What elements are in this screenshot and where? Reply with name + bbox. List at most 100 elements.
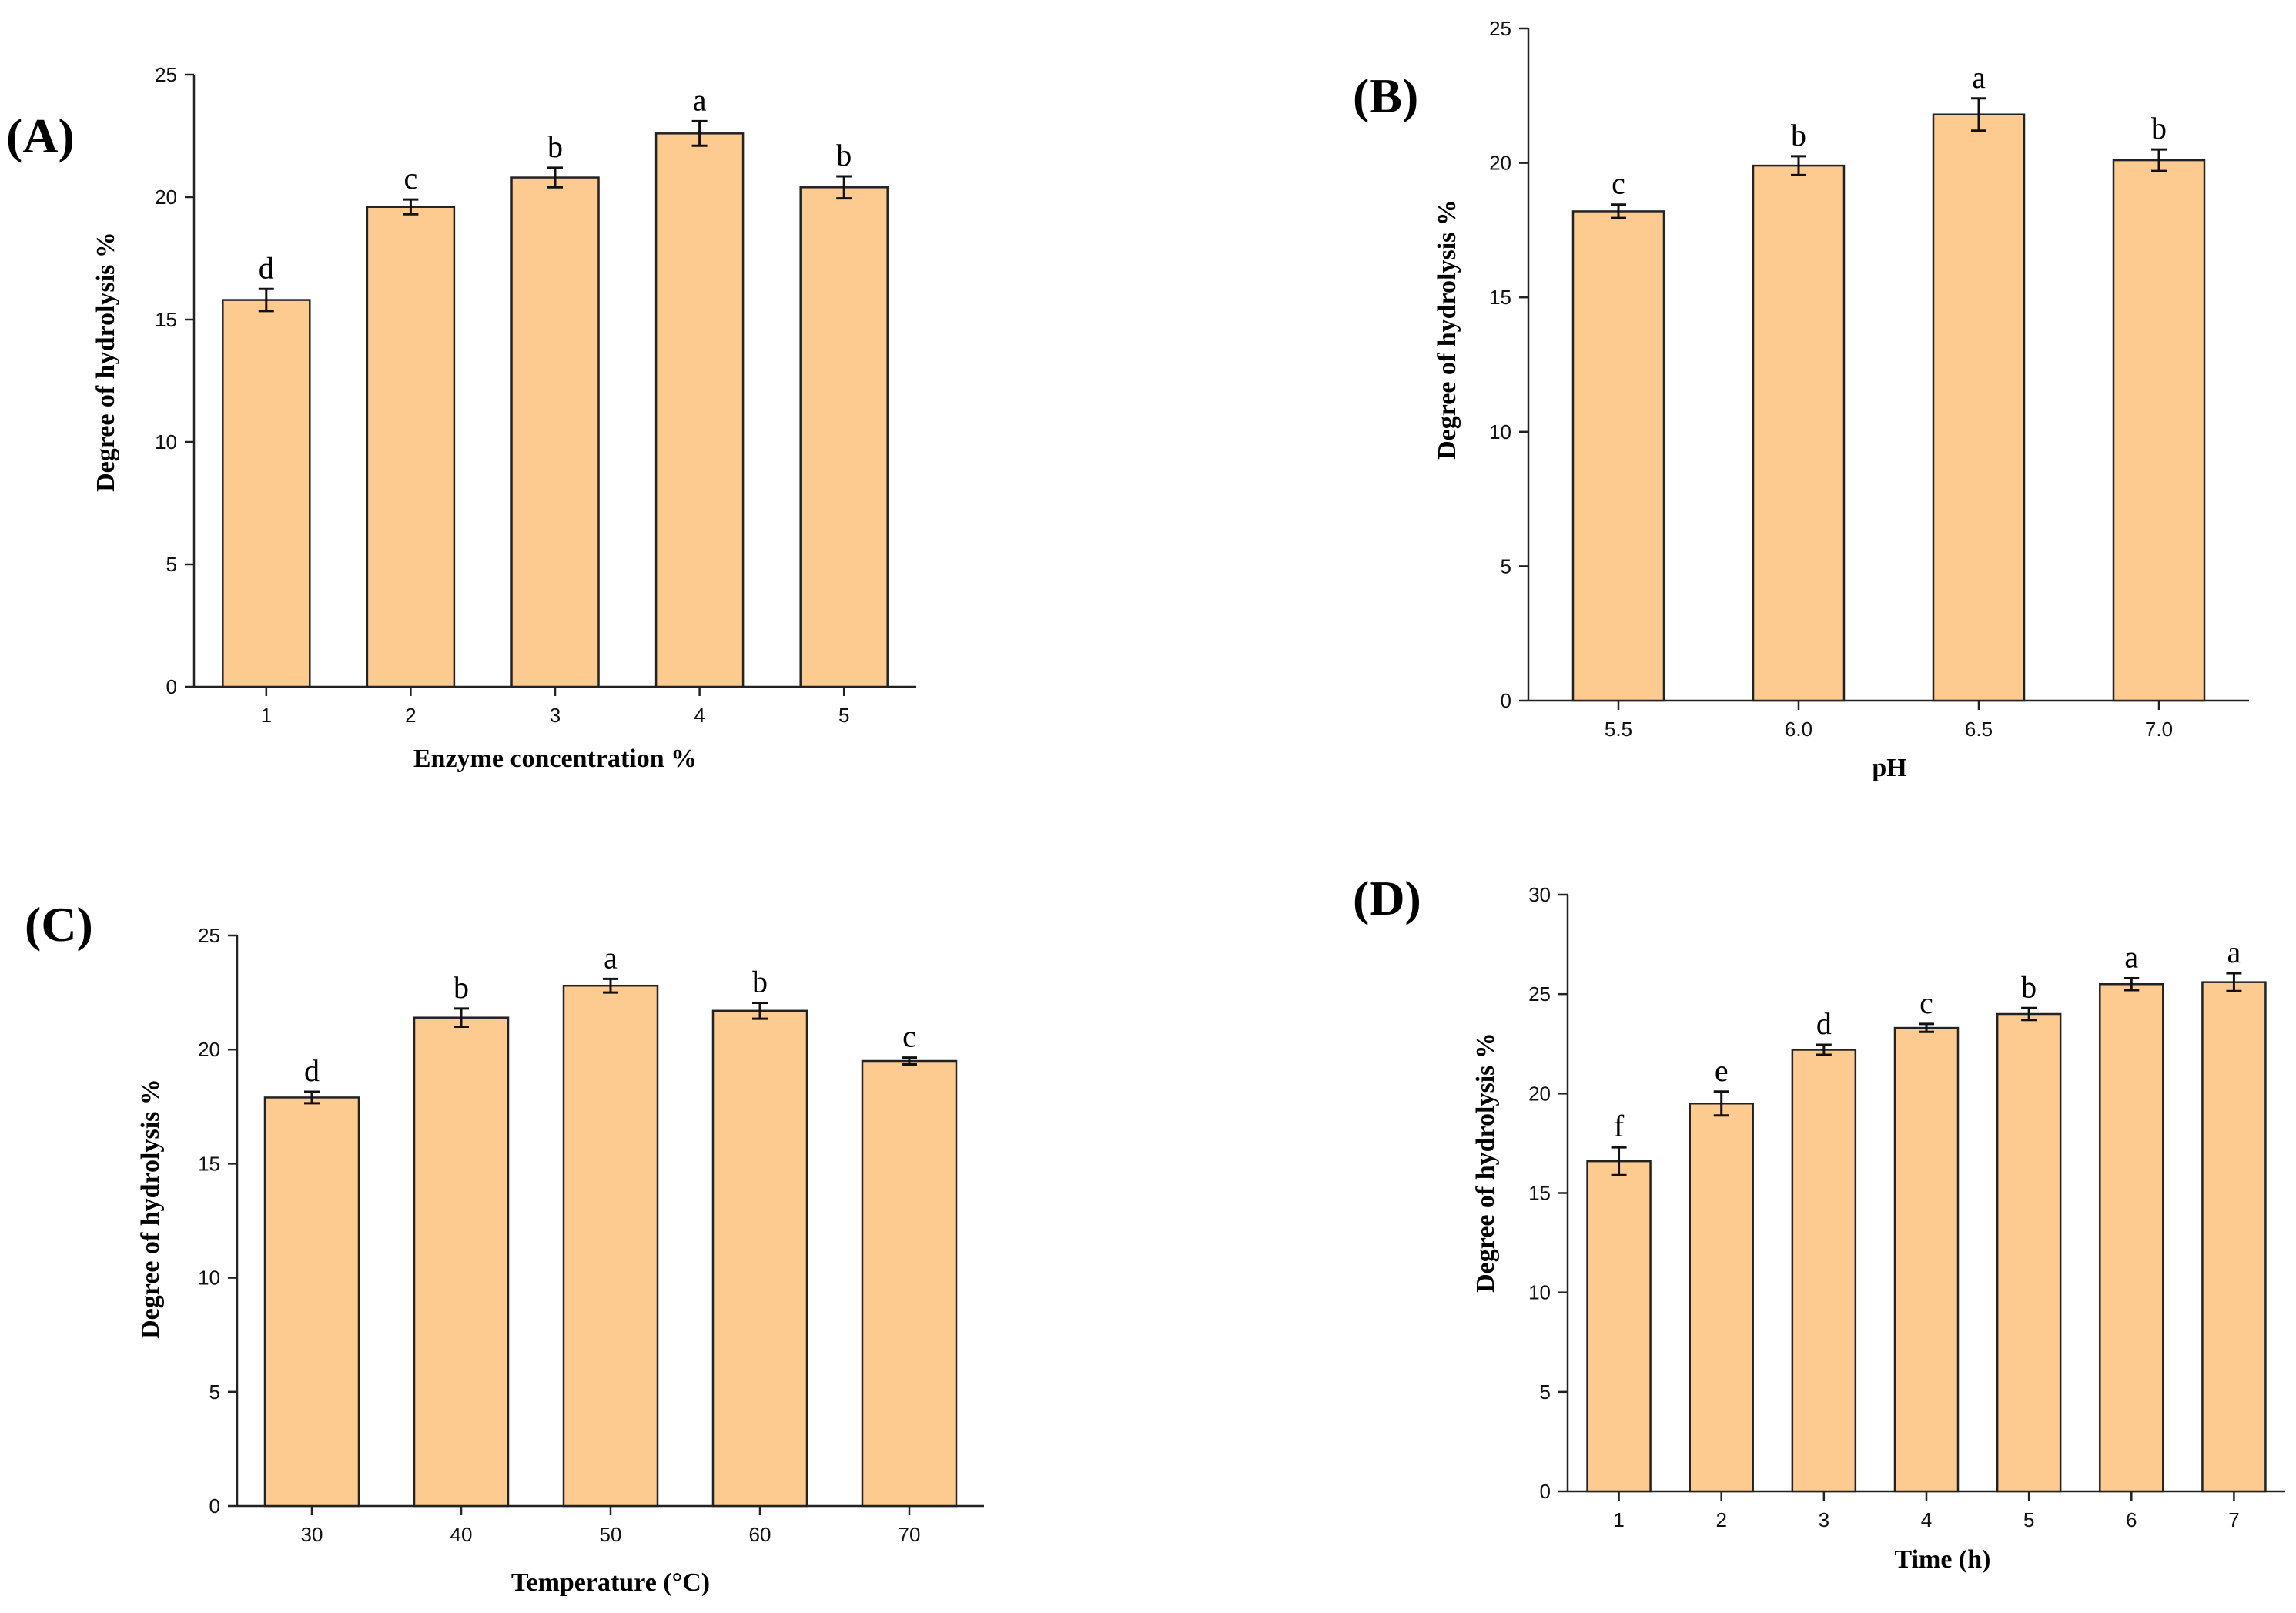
panel-a-bar [799,186,889,688]
panel-a-y-tick-label: 5 [166,553,177,576]
panel-b-error-bar [1971,97,1986,132]
panel-b-y-tick-label: 20 [1489,152,1511,175]
panel-d-y-tick-label: 10 [1528,1281,1551,1304]
panel-a-y-tick-label: 0 [166,675,177,698]
panel-b: (B) Degree of hydrolysis % pH 0 5 10 15 20 25… [1353,17,2249,782]
panel-c-x-tick-label: 60 [749,1523,771,1546]
panel-d-significance-label: b [2021,969,2037,1004]
panel-a-error-bar [691,119,708,147]
panel-d-error-bar [1919,1022,1934,1033]
panel-d-error-bar [1816,1043,1832,1056]
panel-b-x-tick-label: 5.5 [1605,718,1632,741]
panel-d-error-bar [1611,1146,1627,1176]
panel-d-bar [1689,1103,1754,1493]
panel-c-bar [263,1096,360,1508]
panel-c-error-bar [902,1056,917,1066]
panel-c-bar [562,984,659,1508]
panel-d-x-tick-label: 7 [2228,1508,2239,1531]
panel-c-x-axis-title: Temperature (°C) [511,1568,710,1597]
panel-a-x-tick-label: 5 [838,704,849,727]
panel-d-significance-label: c [1919,986,1933,1020]
panel-d-bar [1791,1049,1857,1493]
panel-a-x-tick-label: 4 [694,704,705,727]
panel-c-y-tick-label: 5 [209,1380,220,1404]
panel-b-significance-label: c [1612,166,1625,201]
panel-d-bar [1893,1026,1960,1493]
panel-a-bar [510,176,600,688]
panel-c-error-bar [304,1090,320,1105]
panel-c-y-tick-label: 25 [198,924,220,947]
panel-a-bar [654,132,745,688]
panel-c-significance-label: d [304,1053,320,1088]
panel-b-y-axis-title: Degree of hydrolysis % [1433,199,1461,460]
panel-c: (C) Degree of hydrolysis % Temperature (… [25,897,984,1597]
panel-d-error-bar [2124,977,2140,992]
panel-d-x-axis-title: Time (h) [1895,1545,1991,1574]
panel-d-y-tick-label: 15 [1528,1182,1551,1205]
panel-d-significance-label: d [1816,1006,1832,1041]
panel-a-y-axis-title: Degree of hydrolysis % [92,232,120,492]
panel-d-bar [2099,983,2164,1493]
panel-a-y-tick-label: 10 [155,430,177,453]
panel-a-error-bar [836,175,852,200]
panel-d-y-tick-label: 30 [1528,883,1551,906]
panel-a-significance-label: d [259,250,274,285]
panel-c-y-tick-label: 0 [209,1494,220,1518]
panel-b-y-tick-label: 25 [1489,17,1511,40]
panel-c-y-tick-label: 15 [198,1152,220,1175]
panel-b-x-tick-label: 7.0 [2145,718,2173,741]
panel-d: (D) Degree of hydrolysis % Time (h) 0 5 10… [1353,871,2285,1574]
panel-c-error-bar [603,977,618,994]
panel-a-x-tick-label: 3 [550,704,561,727]
panel-b-x-tick-label: 6.5 [1965,718,1993,741]
panel-c-y-axis-title: Degree of hydrolysis % [136,1079,165,1339]
panel-a-error-bar [547,166,563,189]
panel-a-label: (A) [6,109,75,163]
panel-d-significance-label: a [2124,940,2138,975]
panel-d-error-bar [2021,1006,2037,1022]
panel-c-x-tick-label: 30 [301,1523,323,1546]
panel-b-bar [2112,159,2206,702]
panel-b-significance-label: a [1972,60,1986,95]
panel-c-x-tick-label: 50 [600,1523,622,1546]
panel-d-significance-label: a [2227,935,2241,969]
panel-a-y-tick-label: 20 [155,186,177,209]
panel-b-x-axis-title: pH [1872,754,1906,782]
panel-b-error-bar [1791,155,1806,176]
panel-d-y-tick-label: 5 [1540,1380,1551,1404]
panel-a-y-tick-label: 15 [155,308,177,331]
panel-a: (A) Degree of hydrolysis % Enzyme concen… [6,63,916,773]
panel-b-y-tick-label: 15 [1489,286,1511,309]
panel-c-significance-label: b [752,964,768,999]
panel-c-label: (C) [25,897,93,952]
panel-b-error-bar [1611,203,1626,219]
panel-d-x-tick-label: 6 [2126,1508,2137,1531]
panel-a-x-tick-label: 2 [405,704,416,727]
panel-c-x-tick-label: 40 [450,1523,473,1546]
panel-c-error-bar [752,1001,768,1020]
panel-c-bar [861,1059,958,1508]
panel-a-bar [222,299,311,688]
panel-c-error-bar [454,1007,469,1029]
panel-c-bar [711,1009,808,1508]
panel-a-significance-label: b [547,129,563,164]
panel-d-error-bar [1713,1090,1729,1117]
panel-a-significance-label: a [693,82,707,117]
panel-d-y-tick-label: 20 [1528,1082,1551,1105]
panel-c-x-tick-label: 70 [899,1523,921,1546]
panel-b-x-tick-label: 6.0 [1785,718,1812,741]
panel-a-error-bar [258,287,274,313]
panel-a-y-tick-label: 25 [155,63,177,86]
panel-d-x-tick-label: 4 [1921,1508,1932,1531]
panel-d-significance-label: e [1715,1053,1729,1088]
panel-d-x-tick-label: 3 [1819,1508,1829,1531]
panel-d-bar [1996,1012,2062,1493]
panel-a-x-axis-title: Enzyme concentration % [413,745,697,773]
panel-b-bar [1932,113,2026,702]
panel-d-bar [2201,981,2267,1493]
panel-b-error-bar [2151,148,2167,172]
panel-a-significance-label: b [836,138,852,172]
panel-a-bar [366,206,456,688]
panel-c-significance-label: a [604,940,618,975]
